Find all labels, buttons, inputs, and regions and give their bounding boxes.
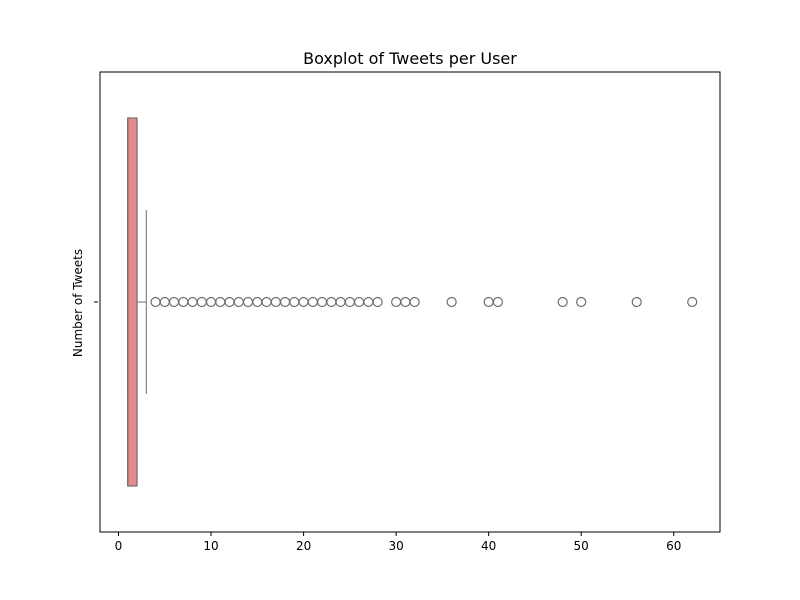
outlier-point	[576, 296, 587, 308]
chart-title: Boxplot of Tweets per User	[303, 49, 517, 68]
outlier-point	[687, 296, 698, 308]
outlier-point	[409, 296, 420, 308]
plot-area	[127, 117, 698, 487]
x-tick-label: 30	[388, 539, 403, 553]
outlier-point	[631, 296, 642, 308]
x-tick-label: 40	[481, 539, 496, 553]
outlier-point	[492, 296, 504, 308]
outlier-point	[446, 296, 457, 308]
outlier-point	[557, 296, 568, 308]
plot-frame	[99, 71, 721, 533]
outlier-point	[372, 296, 383, 308]
x-tick-label: 60	[666, 539, 681, 553]
iqr-box	[127, 117, 138, 487]
x-tick-label: 0	[115, 539, 123, 553]
x-tick-label: 10	[203, 539, 218, 553]
x-axis: 0 10 20 30 40 50 60	[115, 532, 681, 553]
x-tick-label: 50	[574, 539, 589, 553]
x-tick-label: 20	[296, 539, 311, 553]
y-axis-label: Number of Tweets	[71, 249, 85, 357]
